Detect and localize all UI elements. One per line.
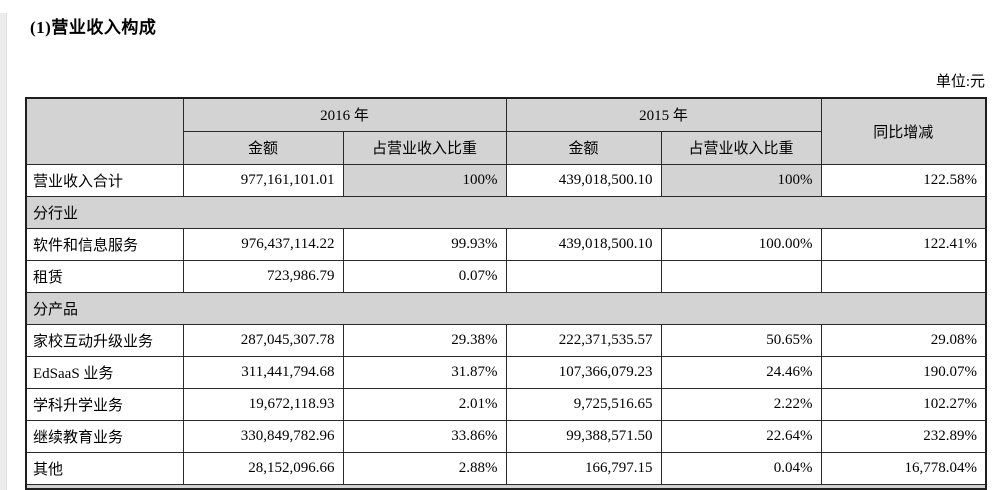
- value-cell: 122.58%: [820, 163, 987, 197]
- table-row: 继续教育业务 330,849,782.96 33.86% 99,388,571.50 2…: [25, 419, 987, 453]
- header-row-years: 2016 年 2015 年 同比增减: [25, 97, 987, 165]
- header-amount-2015: 金额: [505, 130, 662, 165]
- value-cell: 9,725,516.65: [505, 387, 662, 421]
- section-label: 分产品: [25, 291, 987, 325]
- row-label: 家校互动升级业务: [25, 323, 184, 357]
- value-cell: 99,388,571.50: [505, 419, 662, 453]
- value-cell: 190.07%: [820, 355, 987, 389]
- table-header: 2016 年 2015 年 同比增减 金额 占营业收入比重 金额 占营业收入比重: [25, 97, 987, 165]
- value-cell: 232.89%: [820, 419, 987, 453]
- value-cell: 50.65%: [660, 323, 822, 357]
- row-label: 学科升学业务: [25, 387, 184, 421]
- table-row: 租赁 723,986.79 0.07%: [25, 259, 987, 293]
- value-cell: 723,986.79: [182, 259, 344, 293]
- row-label: 软件和信息服务: [25, 227, 184, 261]
- table-row: 家校互动升级业务 287,045,307.78 29.38% 222,371,535.…: [25, 323, 987, 357]
- table-row: EdSaaS 业务 311,441,794.68 31.87% 107,366,079…: [25, 355, 987, 389]
- section-row: 分行业: [25, 195, 987, 229]
- value-cell: 439,018,500.10: [505, 163, 662, 197]
- value-cell: 166,797.15: [505, 451, 662, 485]
- value-cell: 287,045,307.78: [182, 323, 344, 357]
- value-cell: 16,778.04%: [820, 451, 987, 485]
- table-row: 软件和信息服务 976,437,114.22 99.93% 439,018,500.1…: [25, 227, 987, 261]
- value-cell: 2.22%: [660, 387, 822, 421]
- section-row: 分产品: [25, 291, 987, 325]
- value-cell: 2.88%: [342, 451, 507, 485]
- value-cell: 24.46%: [660, 355, 822, 389]
- value-cell: 33.86%: [342, 419, 507, 453]
- header-year-2016: 2016 年: [182, 97, 507, 132]
- value-cell: 22.64%: [660, 419, 822, 453]
- row-label: 租赁: [25, 259, 184, 293]
- table-footer: [25, 483, 987, 490]
- page-title: (1)营业收入构成: [30, 18, 157, 37]
- value-cell: 31.87%: [342, 355, 507, 389]
- value-cell: 0.07%: [342, 259, 507, 293]
- header-share-2016: 占营业收入比重: [342, 130, 507, 165]
- value-cell: 977,161,101.01: [182, 163, 344, 197]
- value-cell: 222,371,535.57: [505, 323, 662, 357]
- partial-row: [25, 483, 987, 490]
- value-cell: 100%: [660, 163, 822, 197]
- value-cell: 122.41%: [820, 227, 987, 261]
- header-yoy-change: 同比增减: [820, 97, 987, 165]
- value-cell: 330,849,782.96: [182, 419, 344, 453]
- table-body: 营业收入合计 977,161,101.01 100% 439,018,500.10 10…: [25, 163, 987, 485]
- value-cell: [505, 259, 662, 293]
- cutoff-row-cell: [25, 483, 987, 490]
- section-label: 分行业: [25, 195, 987, 229]
- page-left-edge: [0, 13, 7, 490]
- row-label: 其他: [25, 451, 184, 485]
- value-cell: [660, 259, 822, 293]
- value-cell: 29.38%: [342, 323, 507, 357]
- value-cell: 99.93%: [342, 227, 507, 261]
- table-row: 营业收入合计 977,161,101.01 100% 439,018,500.10 10…: [25, 163, 987, 197]
- value-cell: 28,152,096.66: [182, 451, 344, 485]
- value-cell: 100.00%: [660, 227, 822, 261]
- value-cell: 19,672,118.93: [182, 387, 344, 421]
- value-cell: [820, 259, 987, 293]
- header-amount-2016: 金额: [182, 130, 344, 165]
- value-cell: 107,366,079.23: [505, 355, 662, 389]
- row-label: 继续教育业务: [25, 419, 184, 453]
- header-empty-corner: [25, 97, 184, 165]
- value-cell: 100%: [342, 163, 507, 197]
- value-cell: 311,441,794.68: [182, 355, 344, 389]
- header-row-metrics: 金额 占营业收入比重 金额 占营业收入比重: [26, 130, 986, 165]
- value-cell: 976,437,114.22: [182, 227, 344, 261]
- value-cell: 102.27%: [820, 387, 987, 421]
- row-label: 营业收入合计: [25, 163, 184, 197]
- value-cell: 29.08%: [820, 323, 987, 357]
- header-share-2015: 占营业收入比重: [660, 130, 822, 165]
- revenue-composition-table: 2016 年 2015 年 同比增减 金额 占营业收入比重 金额 占营业收入比重…: [25, 97, 988, 490]
- table-row: 其他 28,152,096.66 2.88% 166,797.15 0.04% 16,77…: [25, 451, 987, 485]
- header-year-2015: 2015 年: [505, 97, 822, 132]
- value-cell: 2.01%: [342, 387, 507, 421]
- table-row: 学科升学业务 19,672,118.93 2.01% 9,725,516.65 2.22…: [25, 387, 987, 421]
- value-cell: 439,018,500.10: [505, 227, 662, 261]
- value-cell: 0.04%: [660, 451, 822, 485]
- unit-label: 单位:元: [935, 74, 985, 90]
- row-label: EdSaaS 业务: [25, 355, 184, 389]
